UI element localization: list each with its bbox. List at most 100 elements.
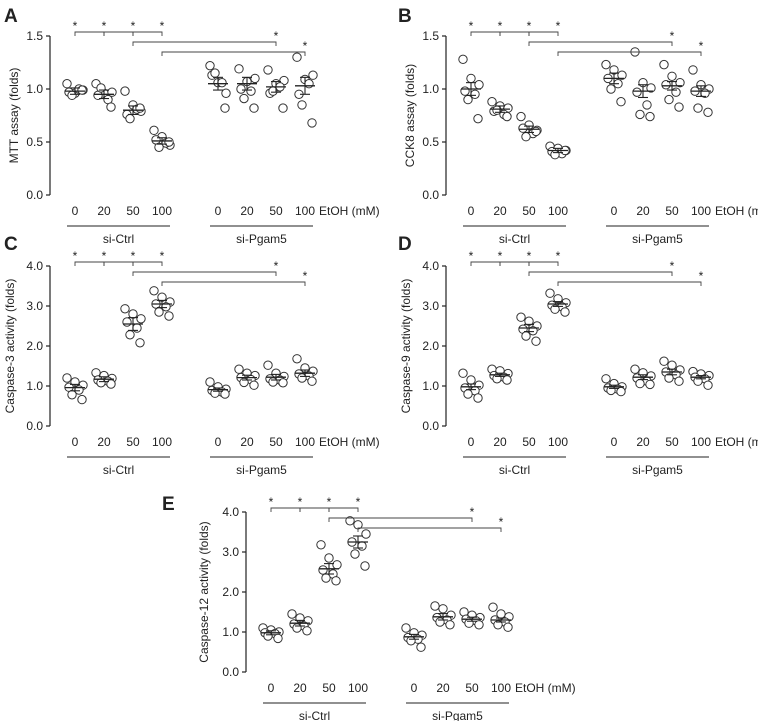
y-tick-label: 1.5 (422, 29, 439, 43)
x-tick-label: 100 (548, 435, 568, 449)
significance-star: * (102, 19, 107, 33)
data-point (463, 389, 473, 399)
data-point (236, 84, 246, 94)
data-point (521, 331, 531, 341)
data-point (645, 379, 655, 390)
significance-bracket (132, 31, 163, 36)
data-point (164, 137, 174, 147)
x-tick-label: 20 (97, 435, 111, 449)
data-point (263, 631, 273, 641)
y-tick-label: 0.0 (422, 188, 439, 202)
x-tick-label: 0 (215, 204, 222, 218)
data-point (307, 118, 317, 128)
data-point (136, 314, 146, 324)
y-tick-label: 1.0 (422, 379, 439, 393)
data-point (125, 330, 135, 340)
x-tick-label: 20 (493, 435, 507, 449)
data-point (661, 80, 671, 90)
group-label: si-Pgam5 (632, 232, 683, 246)
x-tick-label: 50 (522, 435, 536, 449)
group-label: si-Ctrl (499, 232, 530, 246)
y-tick-label: 4.0 (422, 259, 439, 273)
data-point (250, 73, 260, 84)
data-point (664, 94, 674, 105)
x-tick-label: 50 (269, 435, 283, 449)
x-axis-label: EtOH (mM) (515, 681, 576, 695)
data-point (474, 80, 484, 90)
significance-bracket (103, 261, 134, 266)
data-point (324, 553, 334, 563)
significance-star: * (699, 39, 704, 53)
data-point (675, 77, 685, 88)
data-point (466, 375, 476, 385)
data-point (488, 602, 498, 612)
x-tick-label: 0 (468, 435, 475, 449)
data-point (220, 103, 230, 113)
x-axis-label: EtOH (mM) (715, 204, 758, 218)
y-tick-label: 2.0 (222, 585, 239, 599)
significance-star: * (274, 29, 279, 43)
data-point (287, 609, 297, 619)
data-point (217, 77, 227, 88)
y-tick-label: 0.0 (222, 665, 239, 679)
significance-star: * (303, 39, 308, 53)
panel-letter: E (162, 494, 175, 515)
data-point (205, 377, 215, 387)
data-point (221, 88, 231, 98)
x-tick-label: 100 (152, 204, 172, 218)
x-tick-label: 100 (491, 681, 511, 695)
data-point (703, 380, 713, 390)
data-point (487, 97, 497, 107)
x-tick-label: 20 (436, 681, 450, 695)
panel-B: B 0.0 0.5 1.0 1.5 CCK8 assay (folds) 0 20 50 100 0… (398, 6, 758, 246)
data-point (360, 561, 370, 571)
y-tick-label: 1.5 (26, 29, 43, 43)
significance-bracket (528, 41, 673, 46)
significance-bracket (299, 507, 330, 512)
x-tick-label: 0 (611, 435, 618, 449)
data-point (278, 378, 288, 388)
data-point (617, 70, 627, 80)
data-point (316, 540, 326, 550)
data-point (106, 102, 116, 112)
significance-bracket (528, 31, 559, 36)
data-point (307, 376, 317, 386)
data-point (474, 620, 484, 630)
x-tick-label: 100 (691, 435, 711, 449)
data-point (239, 93, 249, 104)
data-point (458, 368, 468, 378)
x-tick-label: 20 (240, 204, 254, 218)
data-point (521, 132, 531, 142)
group-label: si-Pgam5 (236, 232, 287, 246)
data-point (149, 286, 159, 296)
significance-bracket (328, 517, 473, 522)
significance-bracket (270, 507, 301, 512)
data-point (302, 626, 312, 636)
significance-bracket (74, 261, 105, 266)
x-axis-label: EtOH (mM) (715, 435, 758, 449)
x-tick-label: 20 (240, 435, 254, 449)
x-tick-label: 50 (522, 204, 536, 218)
significance-star: * (470, 505, 475, 519)
y-axis-label: MTT assay (folds) (7, 68, 21, 164)
x-tick-label: 100 (348, 681, 368, 695)
significance-star: * (556, 249, 561, 263)
significance-star: * (131, 19, 136, 33)
significance-bracket (528, 271, 673, 276)
data-point (332, 560, 342, 570)
panel-letter: A (4, 6, 18, 27)
x-tick-label: 20 (97, 204, 111, 218)
significance-bracket (103, 31, 134, 36)
data-point (642, 100, 652, 110)
data-point (361, 529, 371, 539)
y-tick-label: 4.0 (222, 505, 239, 519)
data-point (249, 103, 259, 113)
x-tick-label: 50 (269, 204, 283, 218)
data-point (154, 307, 164, 317)
x-axis-label: EtOH (mM) (319, 435, 380, 449)
significance-star: * (499, 515, 504, 529)
panel-A: A 0.0 0.5 1.0 1.5 MTT assay (folds) 0 20 50 100 0 2… (4, 6, 380, 246)
data-point (416, 642, 426, 652)
data-point (304, 79, 314, 89)
y-tick-label: 1.0 (26, 82, 43, 96)
